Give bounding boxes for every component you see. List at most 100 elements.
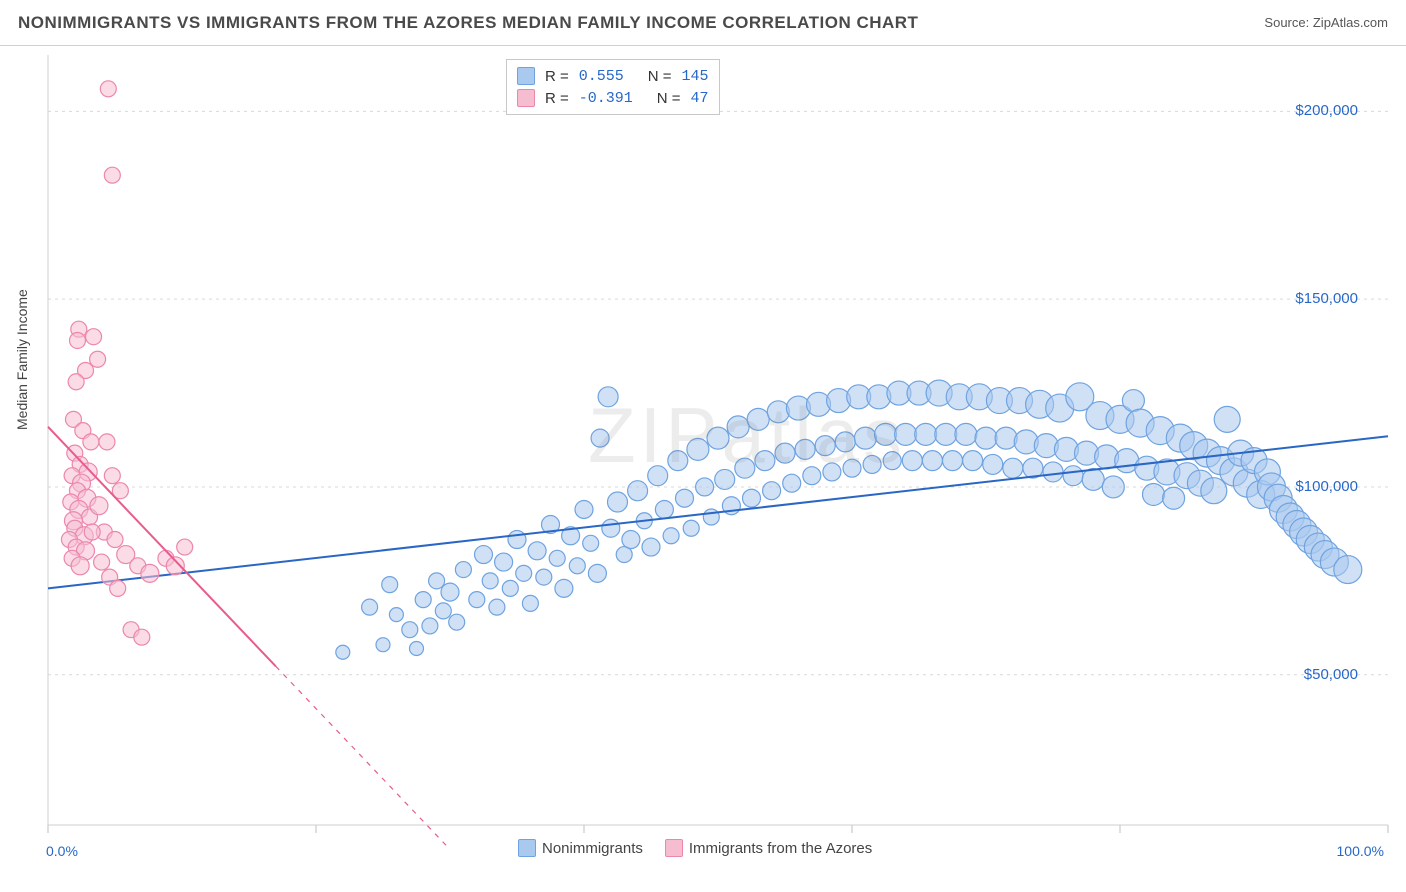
- scatter-point: [90, 497, 108, 515]
- scatter-point: [803, 467, 821, 485]
- scatter-point: [763, 482, 781, 500]
- scatter-point: [775, 443, 795, 463]
- stats-row-immigrants: R =-0.391 N = 47: [517, 87, 709, 109]
- scatter-point: [588, 564, 606, 582]
- legend-bottom: Nonimmigrants Immigrants from the Azores: [518, 839, 872, 857]
- scatter-point: [683, 520, 699, 536]
- scatter-point: [99, 434, 115, 450]
- scatter-point: [569, 558, 585, 574]
- legend-label: Immigrants from the Azores: [689, 840, 872, 857]
- scatter-point: [415, 592, 431, 608]
- scatter-point: [922, 451, 942, 471]
- legend-item-immigrants[interactable]: Immigrants from the Azores: [665, 839, 872, 857]
- scatter-point: [642, 538, 660, 556]
- scatter-point: [608, 492, 628, 512]
- scatter-point: [767, 401, 789, 423]
- scatter-point: [835, 432, 855, 452]
- trendline-nonimmigrants: [48, 436, 1388, 588]
- scatter-point: [141, 564, 159, 582]
- scatter-point: [68, 374, 84, 390]
- stat-N: 145: [682, 68, 709, 85]
- scatter-point: [902, 451, 922, 471]
- scatter-point: [815, 436, 835, 456]
- scatter-point: [107, 532, 123, 548]
- scatter-point: [955, 423, 977, 445]
- scatter-point: [735, 458, 755, 478]
- scatter-point: [1063, 466, 1083, 486]
- scatter-point: [134, 629, 150, 645]
- scatter-point: [495, 553, 513, 571]
- scatter-point: [602, 519, 620, 537]
- scatter-point: [110, 580, 126, 596]
- scatter-point: [583, 535, 599, 551]
- scatter-point: [177, 539, 193, 555]
- legend-swatch: [518, 839, 536, 857]
- scatter-point: [727, 416, 749, 438]
- y-tick-label: $200,000: [1295, 102, 1358, 119]
- scatter-point: [555, 579, 573, 597]
- scatter-point: [389, 608, 403, 622]
- scatter-point: [1003, 458, 1023, 478]
- scatter-point: [528, 542, 546, 560]
- scatter-point: [469, 592, 485, 608]
- legend-swatch: [665, 839, 683, 857]
- scatter-point: [1143, 483, 1165, 505]
- y-tick-label: $100,000: [1295, 478, 1358, 495]
- scatter-point: [71, 557, 89, 575]
- scatter-point: [783, 474, 801, 492]
- stat-R: -0.391: [579, 90, 633, 107]
- scatter-point: [104, 468, 120, 484]
- scatter-point: [935, 423, 957, 445]
- trendline-immigrants-dashed: [276, 666, 450, 849]
- scatter-point: [963, 451, 983, 471]
- legend-item-nonimmigrants[interactable]: Nonimmigrants: [518, 839, 643, 857]
- scatter-point: [863, 455, 881, 473]
- scatter-point: [707, 427, 729, 449]
- scatter-point: [668, 451, 688, 471]
- scatter-point: [663, 528, 679, 544]
- stats-box: R = 0.555 N = 145R =-0.391 N = 47: [506, 59, 720, 115]
- y-tick-label: $50,000: [1304, 666, 1358, 683]
- scatter-point: [482, 573, 498, 589]
- chart-source: Source: ZipAtlas.com: [1264, 15, 1388, 30]
- scatter-point: [883, 452, 901, 470]
- x-tick-label: 0.0%: [46, 843, 78, 859]
- scatter-point: [1163, 487, 1185, 509]
- scatter-point: [648, 466, 668, 486]
- scatter-point: [69, 332, 85, 348]
- scatter-point: [1102, 476, 1124, 498]
- scatter-point: [743, 489, 761, 507]
- scatter-point: [522, 595, 538, 611]
- stats-row-nonimmigrants: R = 0.555 N = 145: [517, 65, 709, 87]
- scatter-point: [703, 509, 719, 525]
- scatter-point: [449, 614, 465, 630]
- series-immigrants: [48, 81, 450, 850]
- scatter-point: [755, 451, 775, 471]
- stats-swatch: [517, 89, 535, 107]
- series-nonimmigrants: [48, 380, 1388, 659]
- scatter-point: [622, 531, 640, 549]
- scatter-point: [854, 427, 876, 449]
- scatter-point: [376, 638, 390, 652]
- scatter-point: [1082, 468, 1104, 490]
- scatter-point: [795, 439, 815, 459]
- legend-label: Nonimmigrants: [542, 840, 643, 857]
- scatter-point: [549, 550, 565, 566]
- scatter-point: [83, 434, 99, 450]
- scatter-point: [410, 641, 424, 655]
- scatter-point: [402, 622, 418, 638]
- scatter-point: [94, 554, 110, 570]
- stat-N: 47: [691, 90, 709, 107]
- scatter-point: [475, 546, 493, 564]
- scatter-point: [422, 618, 438, 634]
- y-tick-label: $150,000: [1295, 290, 1358, 307]
- scatter-point: [687, 438, 709, 460]
- source-link[interactable]: ZipAtlas.com: [1313, 15, 1388, 30]
- scatter-point: [86, 329, 102, 345]
- scatter-point: [598, 387, 618, 407]
- scatter-point: [843, 459, 861, 477]
- scatter-point: [489, 599, 505, 615]
- scatter-point: [441, 583, 459, 601]
- scatter-point: [508, 531, 526, 549]
- scatter-point: [823, 463, 841, 481]
